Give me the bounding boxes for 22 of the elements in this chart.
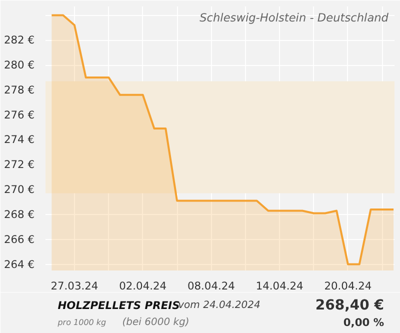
text: 0,00 % (343, 316, 384, 329)
chart-subtitle: Schleswig-Holstein - Deutschland (200, 10, 390, 24)
y-tick-label: 274 € (4, 133, 35, 146)
x-tick-label: 14.04.24 (256, 280, 304, 292)
y-tick-label: 264 € (4, 258, 35, 271)
y-tick-label: 278 € (4, 83, 35, 96)
text: HOLZPELLETS PREIS (58, 299, 180, 312)
x-tick-label: 08.04.24 (187, 280, 236, 292)
y-tick-label: 272 € (4, 158, 35, 172)
text: (bei 6000 kg) (122, 317, 190, 328)
x-tick-label: 20.04.24 (324, 280, 372, 292)
x-tick-label: 27.03.24 (50, 280, 98, 292)
x-tick-label: 02.04.24 (119, 280, 167, 292)
text: pro 1000 kg (56, 318, 106, 327)
y-tick-label: 282 € (4, 34, 35, 47)
y-tick-label: 268 € (4, 208, 35, 221)
y-tick-label: 270 € (4, 183, 35, 196)
text: vom 24.04.2024 (178, 300, 260, 311)
y-tick-label: 280 € (4, 58, 35, 72)
text: 268,40 € (315, 298, 384, 314)
y-tick-label: 266 € (4, 232, 35, 246)
y-tick-label: 276 € (4, 108, 35, 122)
